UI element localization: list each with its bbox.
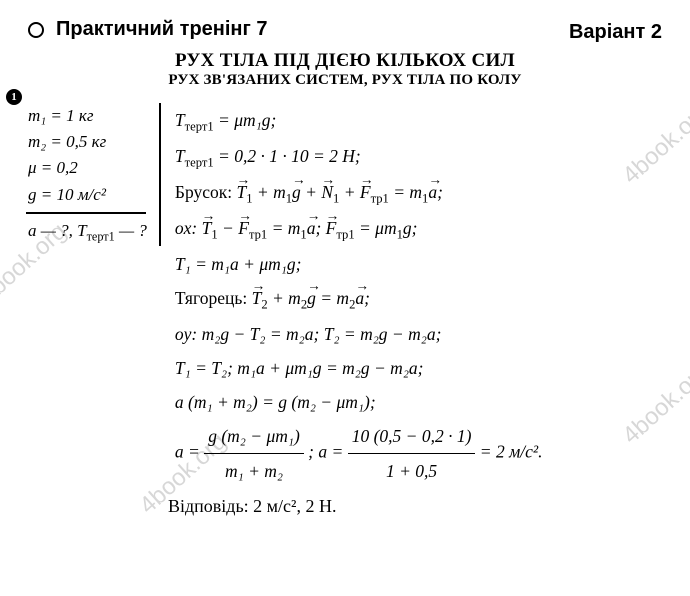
problem-number-badge: 1 <box>6 89 22 105</box>
training-text: Практичний тренінг 7 <box>56 18 268 41</box>
solution-line-6: Тягорець: T2 + m2g = m2a; <box>175 281 543 317</box>
solution-line-4: ox: T1 − Fтр1 = m1a; Fтр1 = μm1g; <box>175 211 543 247</box>
given-g: g = 10 м/с² <box>28 182 147 208</box>
given-m2: m₂ = 0,5 кг <box>28 129 147 155</box>
given-divider <box>26 212 146 214</box>
solution-line-final: a = g (m₂ − μm₁)m₁ + m₂ ; a = 10 (0,5 − … <box>175 419 543 488</box>
answer-line: Відповідь: 2 м/с², 2 Н. <box>168 496 662 517</box>
circle-marker-icon <box>28 22 44 38</box>
solution-block: Tтерт1 = μm₁g; Tтерт1 = 0,2 · 1 · 10 = 2… <box>161 103 543 489</box>
solution-line-7: oy: m₂g − T₂ = m₂a; T₂ = m₂g − m₂a; <box>175 317 543 351</box>
title-main: РУХ ТІЛА ПІД ДІЄЮ КІЛЬКОХ СИЛ <box>28 50 662 72</box>
solution-line-2: Tтерт1 = 0,2 · 1 · 10 = 2 Н; <box>175 139 543 175</box>
solution-line-9: a (m₁ + m₂) = g (m₂ − μm₁); <box>175 385 543 419</box>
header-row: Практичний тренінг 7 Варіант 2 <box>28 18 662 44</box>
solution-line-8: T₁ = T₂; m₁a + μm₁g = m₂g − m₂a; <box>175 351 543 385</box>
solution-line-1: Tтерт1 = μm₁g; <box>175 103 543 139</box>
training-label: Практичний тренінг 7 <box>28 18 268 41</box>
given-block: m₁ = 1 кг m₂ = 0,5 кг μ = 0,2 g = 10 м/с… <box>28 103 161 247</box>
problem-block: 1 m₁ = 1 кг m₂ = 0,5 кг μ = 0,2 g = 10 м… <box>28 103 662 489</box>
solution-line-3: Брусок: T1 + m1g + N1 + Fтр1 = m1a; <box>175 175 543 211</box>
given-m1: m₁ = 1 кг <box>28 103 147 129</box>
given-mu: μ = 0,2 <box>28 155 147 181</box>
title-sub: РУХ ЗВ'ЯЗАНИХ СИСТЕМ, РУХ ТІЛА ПО КОЛУ <box>28 72 662 89</box>
given-find: a — ?, Tтерт1 — ? <box>28 218 147 246</box>
variant-label: Варіант 2 <box>569 21 662 44</box>
